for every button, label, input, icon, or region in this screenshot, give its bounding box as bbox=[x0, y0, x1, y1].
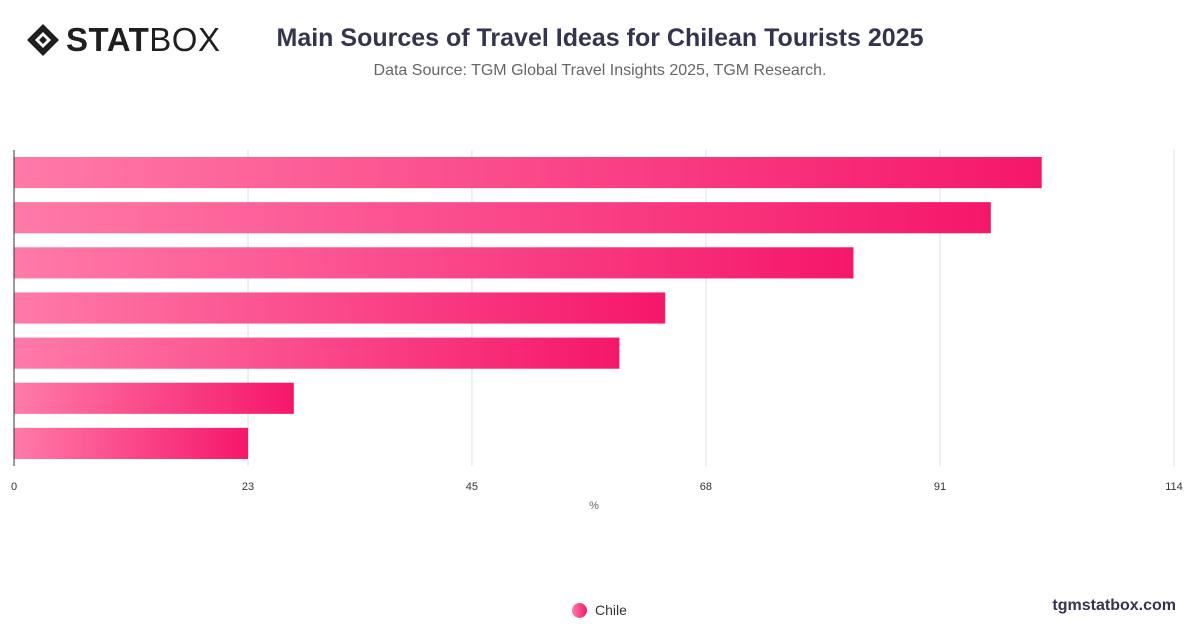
x-tick-label: 91 bbox=[934, 481, 946, 493]
x-tick-label: 0 bbox=[11, 481, 17, 493]
bar-chile[interactable] bbox=[14, 337, 620, 369]
x-tick-label: 45 bbox=[466, 481, 478, 493]
x-tick-label: 23 bbox=[242, 481, 254, 493]
diamond-logo-icon bbox=[27, 24, 59, 56]
footer-site[interactable]: tgmstatbox.com bbox=[1052, 597, 1176, 614]
statbox-logo: STATBOX bbox=[26, 22, 220, 58]
logo-stat-text: STAT bbox=[66, 21, 150, 58]
bar-chile[interactable] bbox=[14, 202, 991, 234]
logo-wordmark: STATBOX bbox=[66, 22, 220, 58]
legend-marker-icon bbox=[572, 602, 587, 618]
bar-chile[interactable] bbox=[14, 247, 854, 279]
chart-subtitle: Data Source: TGM Global Travel Insights … bbox=[373, 62, 827, 79]
chart-title: Main Sources of Travel Ideas for Chilean… bbox=[276, 24, 924, 52]
bar-chile[interactable] bbox=[14, 292, 666, 324]
legend-label: Chile bbox=[595, 602, 627, 618]
logo-box-text: BOX bbox=[149, 21, 221, 58]
axes: 0 23 45 68 91 114 bbox=[11, 150, 1183, 493]
bar-chile[interactable] bbox=[14, 156, 1042, 189]
bar-chile[interactable] bbox=[14, 427, 249, 460]
x-tick-label: 68 bbox=[700, 481, 712, 493]
bars bbox=[14, 156, 1042, 460]
bar-chile[interactable] bbox=[14, 382, 294, 414]
x-tick-label: 114 bbox=[1165, 481, 1183, 493]
legend[interactable]: Chile bbox=[572, 602, 627, 618]
x-axis-label: % bbox=[589, 500, 599, 512]
